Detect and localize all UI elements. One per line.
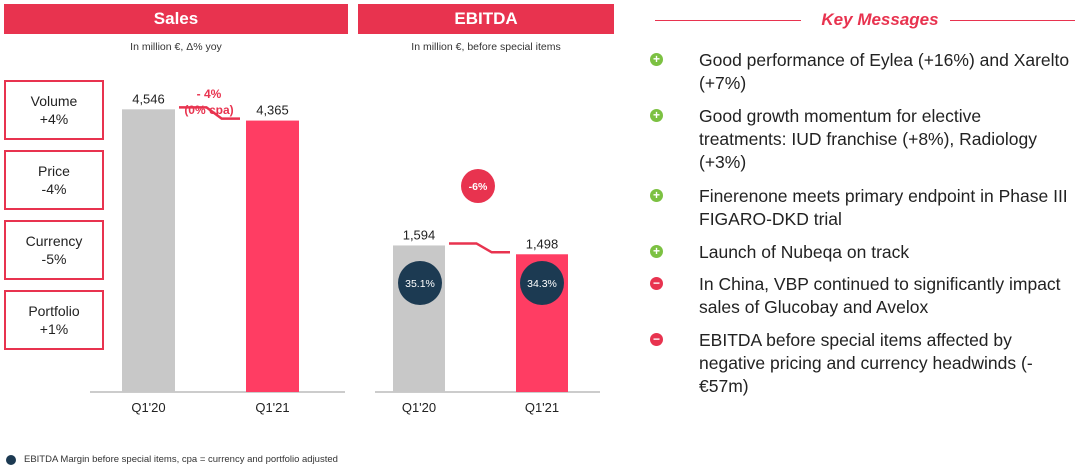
ebitda-subtitle: In million €, before special items [411, 41, 561, 53]
sales-subtitle: In million €, Δ% yoy [130, 41, 222, 53]
change-connector [179, 106, 240, 120]
data-label: 1,498 [526, 236, 559, 251]
driver-value: -5% [41, 251, 67, 267]
key-messages-rule-left [655, 20, 801, 21]
ebitda-title: EBITDA [454, 9, 518, 28]
key-messages-rule-right [950, 20, 1075, 21]
driver-value: +4% [39, 111, 69, 127]
driver-label: Volume [30, 93, 78, 109]
driver-value: +1% [39, 321, 69, 337]
key-message-item: − EBITDA before special items affected by… [650, 329, 1070, 398]
margin-circle [398, 261, 442, 305]
ebitda-change-badge [461, 169, 495, 203]
margin-label: 35.1% [405, 278, 435, 290]
key-message-item: + Good growth momentum for elective treat… [650, 105, 1070, 174]
data-label: 1,594 [403, 227, 436, 242]
key-message-text: Launch of Nubeqa on track [699, 242, 910, 262]
key-message-text: Finerenone meets primary endpoint in Pha… [699, 186, 1068, 229]
driver-label: Portfolio [28, 303, 80, 319]
driver-currency: Currency -5% [4, 220, 104, 280]
sales-title-banner: Sales [4, 4, 348, 34]
tick-label: Q1'20 [131, 400, 165, 415]
sales-change-cpa-label: (0% cpa) [184, 103, 233, 117]
margin-label: 34.3% [527, 278, 557, 290]
ebitda-title-banner: EBITDA [358, 4, 614, 34]
key-message-text: In China, VBP continued to significantly… [699, 274, 1061, 317]
sales-change-label: - 4% [197, 87, 222, 101]
minus-circle-icon: − [650, 333, 663, 346]
bar-Q121 [246, 120, 299, 393]
ebitda-change-label: -6% [469, 181, 488, 193]
key-messages-title: Key Messages [821, 10, 939, 29]
key-message-item: + Finerenone meets primary endpoint in Ph… [650, 185, 1070, 231]
data-label: 4,546 [132, 91, 165, 106]
key-message-text: Good growth momentum for elective treatm… [699, 106, 1037, 172]
tick-label: Q1'21 [255, 400, 289, 415]
margin-legend-dot [6, 454, 16, 465]
key-message-item: + Good performance of Eylea (+16%) and Xa… [650, 49, 1070, 95]
footnote: EBITDA Margin before special items, cpa … [6, 454, 338, 465]
data-label: 4,365 [256, 103, 289, 118]
driver-value: -4% [41, 181, 67, 197]
key-message-text: EBITDA before special items affected by … [699, 330, 1033, 396]
plus-circle-icon: + [650, 109, 663, 122]
bar-Q120 [122, 109, 175, 392]
sales-chart: 4,546 Q1'20 4,365 Q1'21 - 4% (0% cpa) [90, 87, 345, 415]
margin-circle [520, 261, 564, 305]
key-message-text: Good performance of Eylea (+16%) and Xar… [699, 50, 1070, 93]
plus-circle-icon: + [650, 189, 663, 202]
driver-volume: Volume +4% [4, 80, 104, 140]
plus-circle-icon: + [650, 53, 663, 66]
charts-svg: 4,546 Q1'20 4,365 Q1'21 - 4% (0% cpa) 1,594 Q1… [90, 87, 600, 415]
tick-label: Q1'21 [525, 400, 559, 415]
tick-label: Q1'20 [402, 400, 436, 415]
minus-circle-icon: − [650, 277, 663, 290]
driver-price: Price -4% [4, 150, 104, 210]
change-connector [449, 242, 510, 254]
key-message-item: − In China, VBP continued to significantl… [650, 273, 1070, 319]
driver-portfolio: Portfolio +1% [4, 290, 104, 350]
driver-label: Price [38, 163, 70, 179]
key-message-item: + Launch of Nubeqa on track [650, 241, 1070, 264]
plus-circle-icon: + [650, 245, 663, 258]
ebitda-chart: 1,594 Q1'20 1,498 Q1'21 -6% 35.1% 34.3% [375, 169, 600, 415]
sales-title: Sales [153, 9, 199, 28]
footnote-text: EBITDA Margin before special items, cpa … [24, 454, 338, 465]
driver-label: Currency [25, 233, 83, 249]
